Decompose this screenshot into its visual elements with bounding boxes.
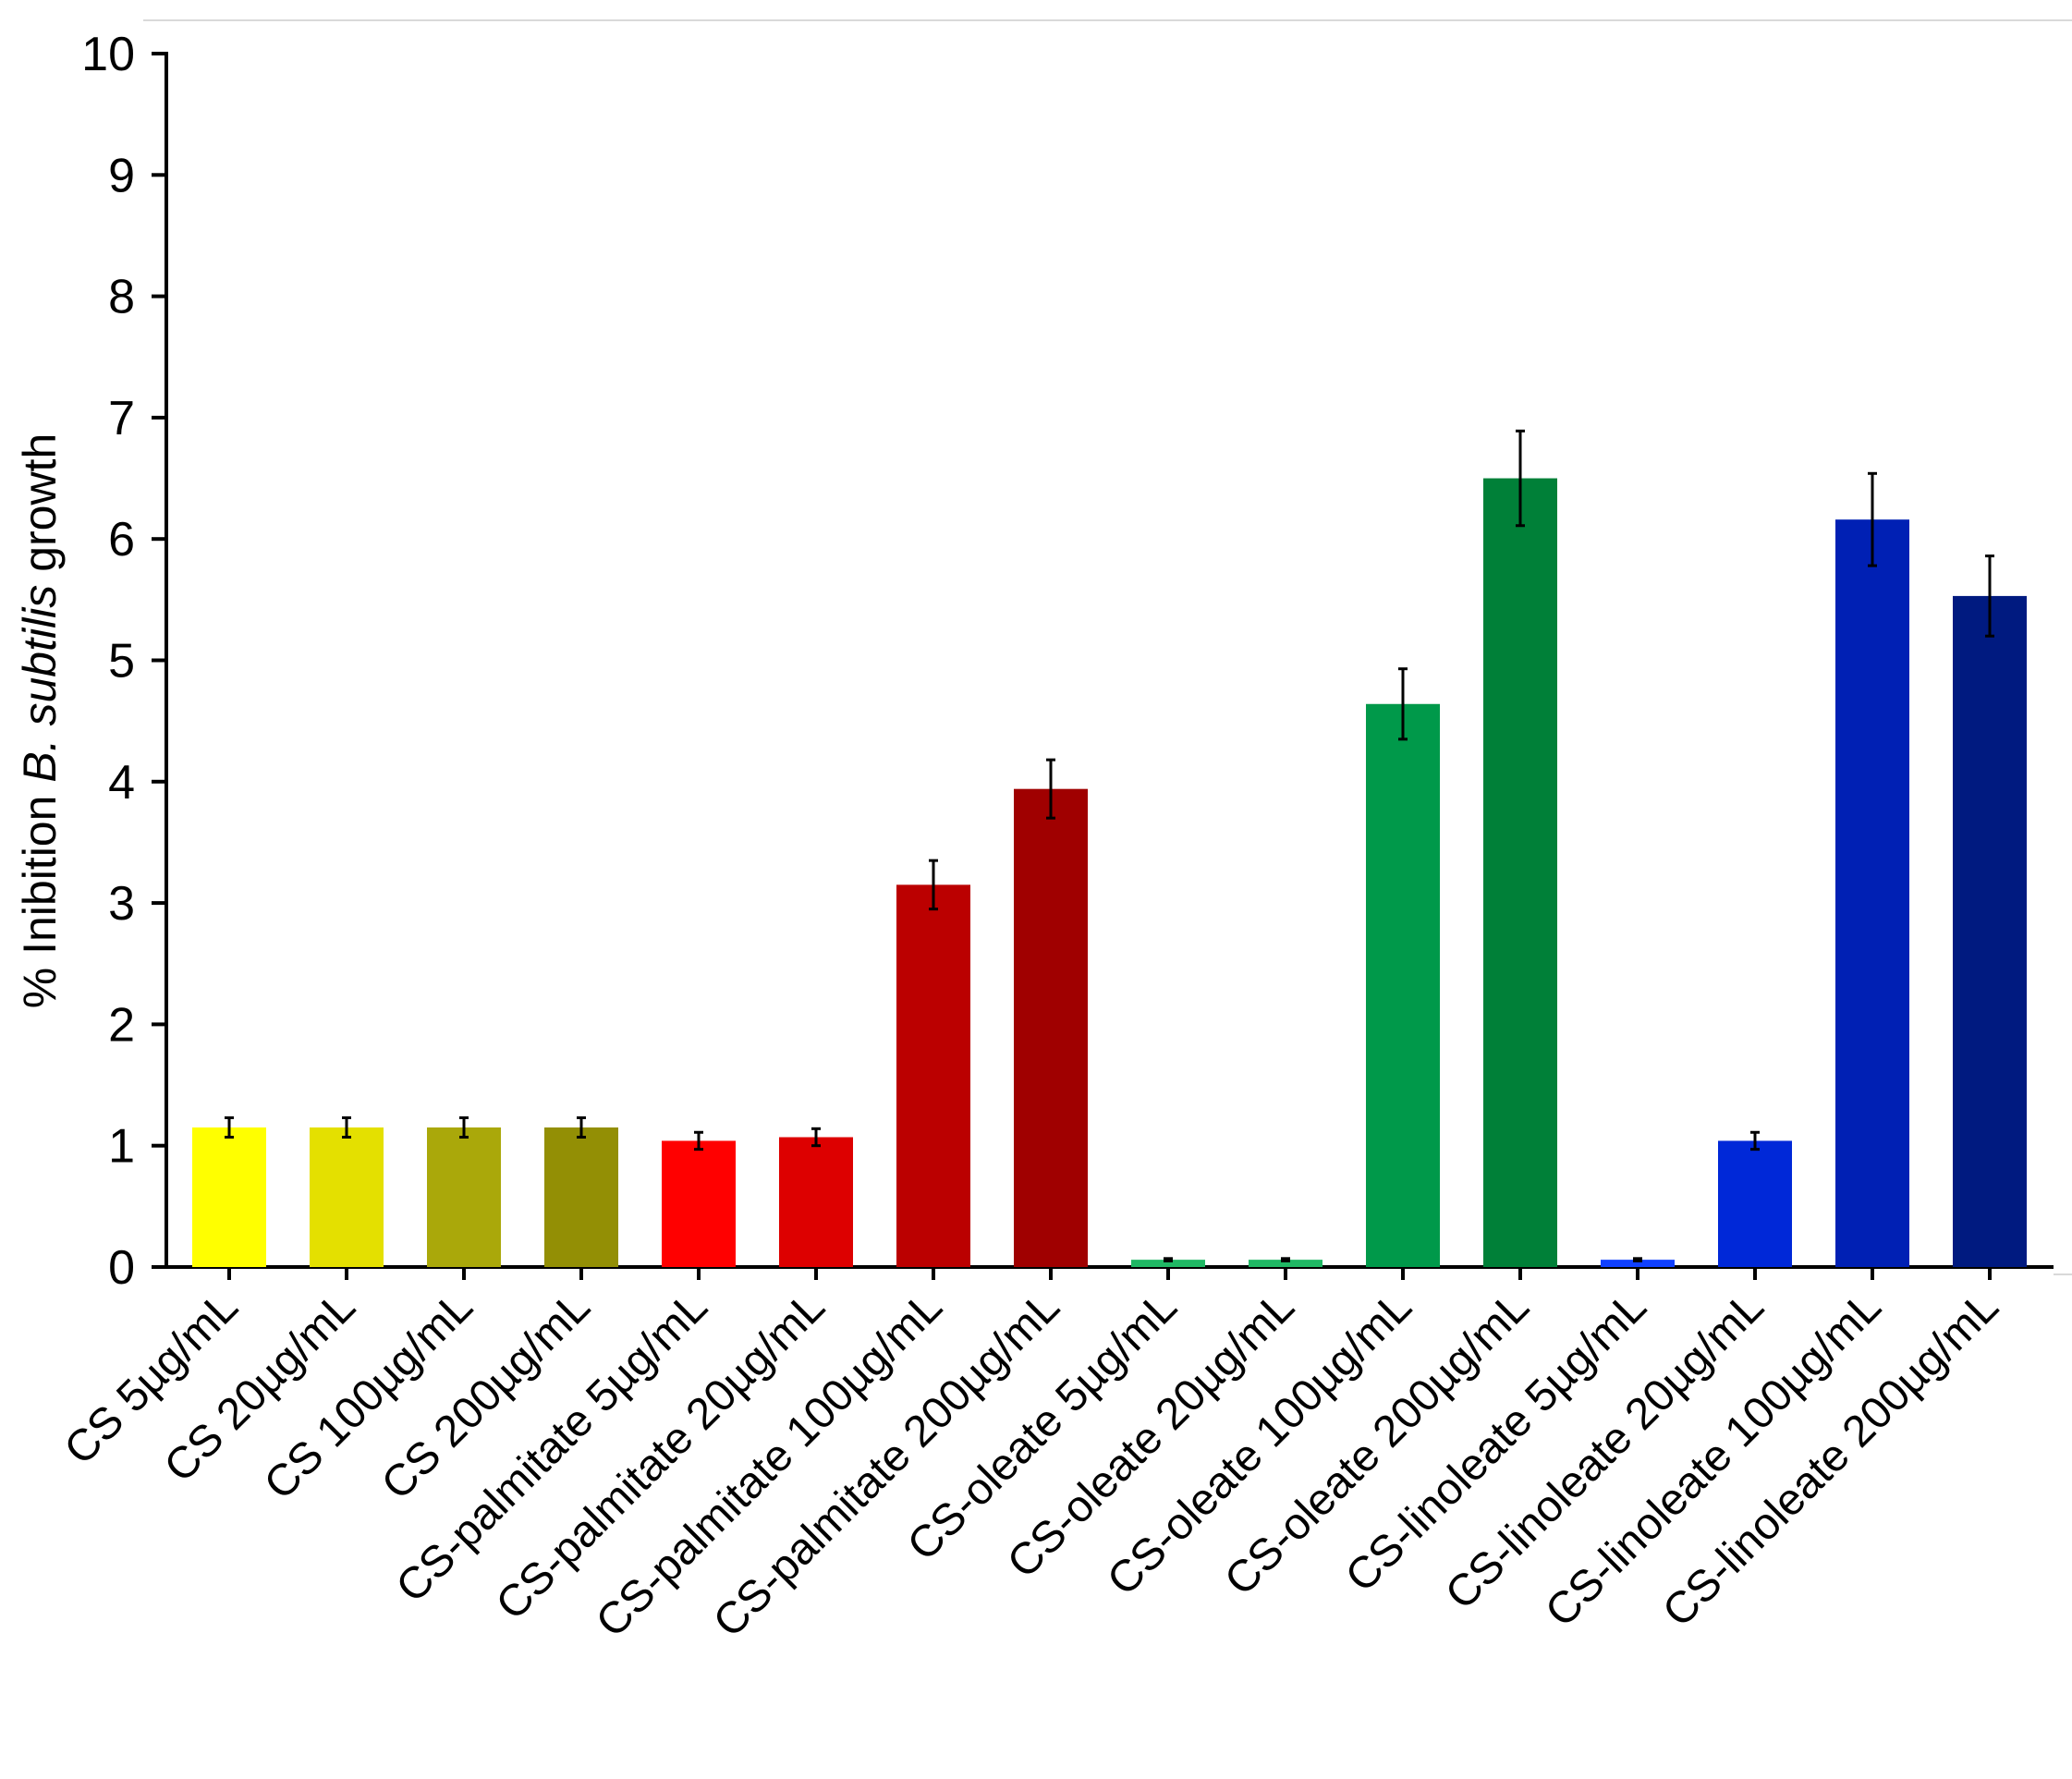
y-tick-label: 1 — [108, 1120, 135, 1174]
bar — [662, 1140, 736, 1267]
error-bar — [1985, 554, 1994, 638]
error-bar — [811, 1127, 821, 1148]
error-bar — [929, 859, 938, 911]
error-bar — [577, 1116, 586, 1139]
error-bars — [225, 429, 1994, 1262]
category-label: CS 200µg/mL — [372, 1282, 600, 1509]
error-bar — [1398, 667, 1408, 741]
bar — [779, 1137, 853, 1267]
y-axis-label-suffix: growth — [14, 433, 66, 585]
y-tick-label: 2 — [108, 998, 135, 1052]
bar — [1835, 519, 1909, 1267]
y-axis-label-prefix: % Inibition — [14, 783, 66, 1009]
bar — [1131, 1260, 1205, 1267]
bar — [1014, 788, 1088, 1267]
bar — [544, 1127, 618, 1267]
bar — [1953, 595, 2027, 1267]
error-bar — [694, 1130, 703, 1151]
bar — [1483, 478, 1557, 1267]
error-bar — [459, 1116, 469, 1139]
bar — [1249, 1260, 1322, 1267]
y-tick-label: 6 — [108, 513, 135, 567]
bar — [427, 1127, 501, 1267]
bar — [1601, 1260, 1675, 1267]
error-bar — [1868, 471, 1877, 567]
error-bar — [1046, 758, 1055, 820]
bar — [896, 884, 970, 1267]
y-axis-label: % Inibition B. subtilis growth — [14, 433, 66, 1009]
y-tick-label: 5 — [108, 635, 135, 688]
y-tick-label: 10 — [81, 28, 135, 81]
bar — [192, 1127, 266, 1267]
error-bar — [342, 1116, 351, 1139]
error-bar — [1750, 1130, 1760, 1151]
y-tick-label: 7 — [108, 392, 135, 445]
y-axis: 0 1 2 3 4 5 6 7 8 9 10 — [81, 28, 168, 1295]
y-tick-label: 4 — [108, 756, 135, 810]
x-axis — [165, 1265, 2072, 1280]
y-tick-label: 3 — [108, 877, 135, 931]
bars — [192, 478, 2027, 1267]
error-bar — [1633, 1257, 1642, 1262]
bar — [1718, 1140, 1792, 1267]
error-bar — [1281, 1257, 1290, 1262]
error-bar — [225, 1116, 234, 1139]
y-axis-label-italic: B. subtilis — [14, 585, 66, 783]
y-tick-label: 8 — [108, 271, 135, 324]
y-tick-label: 9 — [108, 149, 135, 202]
y-tick-label: 0 — [108, 1241, 135, 1295]
category-label: CS 100µg/mL — [255, 1282, 482, 1509]
error-bar — [1164, 1257, 1173, 1262]
bar — [310, 1127, 384, 1267]
error-bar — [1516, 429, 1525, 528]
bar — [1366, 703, 1440, 1267]
